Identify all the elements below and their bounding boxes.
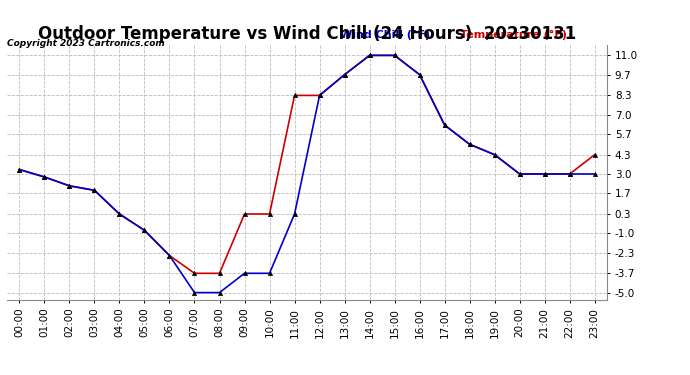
Title: Outdoor Temperature vs Wind Chill (24 Hours)  20230131: Outdoor Temperature vs Wind Chill (24 Ho…	[38, 26, 576, 44]
Text: Wind Chill (°F): Wind Chill (°F)	[340, 30, 430, 40]
Text: Temperature (°F): Temperature (°F)	[460, 30, 567, 40]
Text: Copyright 2023 Cartronics.com: Copyright 2023 Cartronics.com	[7, 39, 165, 48]
